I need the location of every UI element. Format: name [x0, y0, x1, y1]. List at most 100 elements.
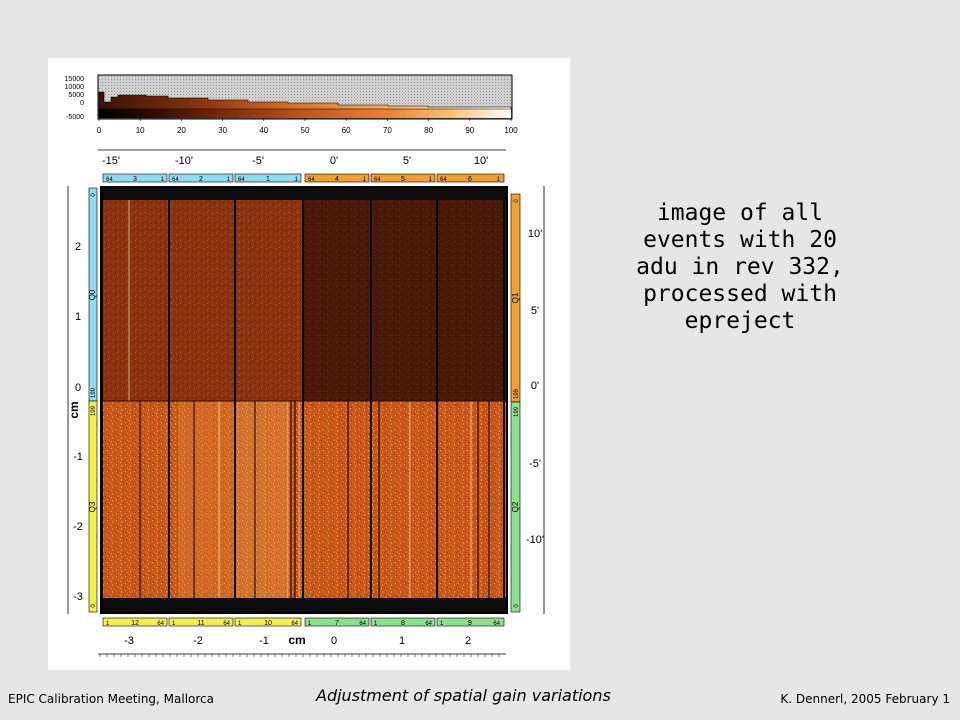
- bottom-ccd-10-start: 1: [238, 621, 242, 627]
- colorbar-ytick-neg5000: -5000: [66, 114, 84, 121]
- top-tick-neg10: -10': [175, 155, 193, 167]
- q1-bottom-index: 199: [514, 388, 520, 399]
- bottom-tick-1: 1: [399, 635, 405, 647]
- detector-figure: 15000 10000 5000 0 -5000 0 10 20 30 40 50 60 70…: [48, 58, 570, 670]
- caption-line-5: epreject: [684, 308, 796, 334]
- colorbar-histogram: 15000 10000 5000 0 -5000 0 10 20 30 40 50 60 70…: [65, 74, 518, 135]
- bottom-ccd-8-id: 8: [401, 620, 405, 627]
- bottom-ccd-12-id: 12: [131, 620, 139, 627]
- top-ccd-6-start: 64: [440, 177, 447, 183]
- bottom-ccd-9-id: 9: [468, 620, 472, 627]
- q1-label: Q1: [511, 292, 520, 303]
- top-tick-10: 10': [474, 155, 488, 167]
- bottom-tick-neg1: -1: [259, 635, 269, 647]
- left-tick-0: 0: [75, 382, 81, 394]
- colorbar-xtick-label: 40: [259, 126, 268, 135]
- bottom-axis-unit: cm: [288, 633, 305, 647]
- bottom-ccd-11-id: 11: [197, 620, 204, 627]
- top-ccd-4-start: 64: [308, 177, 315, 183]
- left-tick-neg2: -2: [73, 521, 83, 533]
- top-ccd-3-end: 1: [161, 177, 165, 183]
- top-ccd-1-id: 1: [266, 176, 270, 183]
- bottom-ccd-7-id: 7: [335, 620, 339, 627]
- left-tick-neg3: -3: [73, 591, 83, 603]
- q3-label: Q3: [88, 501, 97, 512]
- bottom-ccd-10-id: 10: [264, 620, 272, 627]
- bottom-ccd-12-end: 64: [157, 621, 164, 627]
- colorbar-ytick-0: 0: [80, 100, 84, 107]
- q2-label: Q2: [511, 501, 520, 512]
- bottom-ccd-10-end: 64: [291, 621, 298, 627]
- top-ccd-4-end: 1: [363, 177, 367, 183]
- bottom-tick-neg2: -2: [193, 635, 203, 647]
- colorbar-ytick-5000: 5000: [68, 92, 84, 99]
- bottom-ccd-8-start: 1: [374, 621, 378, 627]
- colorbar-xtick-label: 50: [301, 126, 310, 135]
- right-quadrant-strips: 0 Q1 199 199 Q2 0 10' 5' 0' -5' -10': [510, 186, 545, 614]
- detector-mosaic: [100, 186, 508, 614]
- colorbar-ytick-15000: 15000: [65, 76, 85, 83]
- right-tick-0: 0': [531, 380, 539, 392]
- footer-meeting: EPIC Calibration Meeting, Mallorca: [8, 692, 215, 706]
- colorbar-xtick-label: 20: [177, 126, 186, 135]
- top-ccd-2-start: 64: [172, 177, 179, 183]
- colorbar-xtick-label: 90: [465, 126, 474, 135]
- bottom-ccd-11-end: 64: [223, 621, 230, 627]
- top-ccd-6-end: 1: [497, 177, 501, 183]
- colorbar-xtick-label: 100: [504, 126, 518, 135]
- top-ccd-3-start: 64: [106, 177, 113, 183]
- q2-top-index: 199: [514, 406, 520, 417]
- q0-top-index: 0: [91, 193, 97, 197]
- left-tick-neg1: -1: [73, 451, 83, 463]
- footer-author-date: K. Dennerl, 2005 February 1: [780, 692, 950, 706]
- top-ccd-5-end: 1: [429, 177, 433, 183]
- right-tick-5: 5': [531, 305, 539, 317]
- colorbar-xtick-label: 60: [342, 126, 351, 135]
- top-tick-neg5: -5': [252, 155, 264, 167]
- top-ccd-2-end: 1: [227, 177, 231, 183]
- bottom-cm-axis: -3 -2 -1 cm 0 1 2: [98, 633, 506, 657]
- caption-line-3: adu in rev 332,: [636, 254, 844, 280]
- bottom-tick-neg3: -3: [124, 635, 134, 647]
- bottom-ccd-strip: 1 12 64 1 11 64 1 10 64 1 7 64 1 8 64 1 …: [102, 617, 505, 627]
- colorbar-xtick-label: 70: [383, 126, 392, 135]
- bottom-ccd-7-start: 1: [308, 621, 312, 627]
- left-tick-2: 2: [75, 241, 81, 253]
- detector-image: 15000 10000 5000 0 -5000 0 10 20 30 40 50 60 70…: [65, 74, 545, 657]
- bottom-ccd-12-start: 1: [106, 621, 110, 627]
- top-tick-neg15: -15': [102, 155, 120, 167]
- q2-bottom-index: 0: [514, 604, 520, 608]
- bottom-tick-0: 0: [331, 635, 337, 647]
- q3-top-index: 199: [91, 405, 97, 416]
- colorbar-xtick-label: 80: [424, 126, 433, 135]
- left-axis-unit: cm: [67, 401, 81, 418]
- top-tick-0: 0': [330, 155, 338, 167]
- right-tick-10: 10': [528, 228, 542, 240]
- slide-caption: image of all events with 20 adu in rev 3…: [630, 200, 850, 335]
- top-ccd-6-id: 6: [468, 176, 472, 183]
- top-ccd-2-id: 2: [199, 176, 203, 183]
- top-arcmin-axis: -15' -10' -5' 0' 5' 10': [98, 149, 506, 167]
- bottom-ccd-7-end: 64: [359, 621, 366, 627]
- left-quadrant-strips: 0 Q0 199 199 Q3 0 2 1 0 cm -1 -2 -3: [67, 186, 98, 614]
- q1-top-index: 0: [514, 199, 520, 203]
- footer-slide-title: Adjustment of spatial gain variations: [316, 686, 611, 705]
- top-tick-5: 5': [403, 155, 411, 167]
- bottom-tick-2: 2: [465, 635, 471, 647]
- q3-bottom-index: 0: [91, 604, 97, 608]
- q0-label: Q0: [88, 289, 97, 300]
- bottom-ccd-8-end: 64: [425, 621, 432, 627]
- q0-bottom-index: 199: [91, 387, 97, 398]
- colorbar-ytick-10000: 10000: [65, 84, 85, 91]
- top-ccd-1-start: 64: [238, 177, 245, 183]
- top-ccd-3-id: 3: [133, 176, 137, 183]
- colorbar-xtick-label: 0: [97, 126, 102, 135]
- bottom-ccd-11-start: 1: [172, 621, 176, 627]
- colorbar-xtick-label: 10: [136, 126, 145, 135]
- right-tick-neg5: -5': [529, 458, 541, 470]
- caption-line-4: processed with: [643, 281, 837, 307]
- top-ccd-strip: 64 3 1 64 2 1 64 1 1 64 4 1 64 5 1 64 6 …: [102, 173, 505, 183]
- top-ccd-4-id: 4: [335, 176, 339, 183]
- bottom-ccd-9-start: 1: [440, 621, 444, 627]
- caption-line-1: image of all: [656, 200, 824, 226]
